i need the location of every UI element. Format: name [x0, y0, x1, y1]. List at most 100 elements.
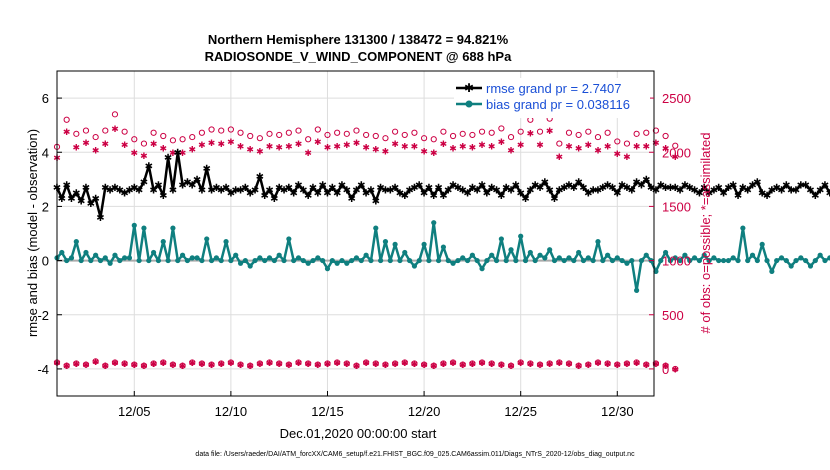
bias-point [73, 239, 79, 245]
bias-point [793, 257, 799, 264]
bias-point [469, 252, 475, 258]
rmse-point: ✱ [352, 186, 360, 197]
obs-bottom-possible-marker [63, 362, 70, 369]
bias-point [759, 241, 765, 247]
obs-bottom-assimilated-marker: ✱ [73, 359, 81, 369]
legend-box [454, 78, 650, 118]
rmse-point: ✱ [58, 194, 66, 205]
obs-bottom-possible-marker [643, 361, 650, 368]
y-left-axis-ticks: -4 -2 0 2 4 6 [37, 91, 62, 377]
obs-bottom-assimilated-marker: ✱ [131, 360, 139, 370]
bias-point [165, 257, 171, 264]
obs-possible-marker [353, 127, 360, 134]
rmse-point: ✱ [613, 188, 621, 199]
obs-possible-marker [469, 131, 476, 139]
bias-point [247, 263, 253, 269]
y-left-tick-label: 6 [42, 91, 49, 106]
bias-point [783, 257, 789, 264]
obs-bottom-possible-marker [614, 361, 621, 368]
rmse-point: ✱ [541, 178, 549, 189]
rmse-point: ✱ [459, 186, 467, 197]
rmse-point: ✱ [811, 191, 819, 202]
rmse-point: ✱ [343, 186, 351, 197]
bias-point [59, 249, 65, 256]
obs-bottom-assimilated-marker: ✱ [382, 360, 390, 370]
obs-assimilated-marker: ✱ [111, 124, 119, 134]
bias-point [170, 225, 176, 231]
obs-bottom-possible-marker [372, 360, 379, 367]
obs-bottom-possible-marker [276, 360, 283, 367]
bias-point [184, 257, 191, 264]
bias-point [122, 255, 128, 261]
bias-point [817, 252, 823, 258]
bias-point [518, 233, 524, 239]
rmse-point: ✱ [188, 180, 196, 191]
obs-bottom-assimilated-marker: ✱ [266, 358, 274, 368]
rmse-point: ✱ [111, 183, 119, 194]
rmse-point: ✱ [338, 180, 346, 191]
obs-assimilated-marker: ✱ [556, 152, 564, 162]
obs-possible-marker [189, 133, 196, 141]
bias-point [634, 287, 640, 293]
rmse-point: ✱ [676, 186, 684, 197]
bias-point [711, 255, 717, 261]
obs-bottom-assimilated-marker: ✱ [642, 360, 650, 370]
obs-assimilated-marker: ✱ [304, 148, 312, 158]
obs-assimilated-marker: ✱ [246, 145, 254, 155]
y-right-tick-label: 1500 [662, 199, 691, 214]
obs-bottom-assimilated-marker: ✱ [498, 360, 506, 370]
rmse-point: ✱ [246, 188, 254, 199]
obs-assimilated-marker: ✱ [343, 140, 351, 150]
rmse-point: ✱ [256, 172, 264, 183]
rmse-point: ✱ [579, 183, 587, 194]
bias-point [662, 249, 669, 256]
rmse-point: ✱ [183, 178, 191, 189]
bias-point [464, 257, 471, 264]
y-left-tick-label: 4 [42, 145, 49, 160]
rmse-point: ✱ [227, 188, 235, 199]
bias-point [199, 257, 205, 264]
bias-point [653, 268, 659, 275]
obs-assimilated-marker: ✱ [527, 128, 535, 138]
bias-point [281, 257, 287, 264]
bias-point [812, 257, 818, 264]
obs-bottom-assimilated-marker: ✱ [208, 360, 216, 370]
rmse-point: ✱ [294, 180, 302, 191]
rmse-point: ✱ [251, 186, 259, 197]
y-right-axis-ticks: 0 500 1000 1500 2000 2500 [649, 91, 691, 377]
obs-assimilated-marker: ✱ [469, 142, 477, 152]
rmse-point: ✱ [488, 183, 496, 194]
rmse-point: ✱ [299, 186, 307, 197]
bias-point [291, 257, 297, 264]
bias-point [310, 257, 316, 264]
bias-point [305, 260, 311, 266]
obs-bottom-possible-marker [488, 360, 495, 367]
obs-bottom-assimilated-marker: ✱ [488, 359, 496, 369]
y-left-tick-label: -4 [37, 362, 49, 377]
bias-point [131, 222, 137, 228]
rmse-point: ✱ [164, 153, 172, 164]
bias-point [175, 257, 181, 264]
bias-point [754, 257, 760, 264]
obs-assimilated-marker: ✱ [478, 140, 486, 150]
rmse-point: ✱ [589, 186, 597, 197]
rmse-point: ✱ [198, 186, 206, 197]
obs-possible-marker [459, 130, 466, 137]
obs-assimilated-marker: ✱ [671, 152, 679, 162]
bias-point [774, 257, 780, 264]
rmse-point: ✱ [797, 180, 805, 191]
obs-bottom-possible-marker [353, 362, 360, 369]
obs-bottom-possible-marker [498, 361, 505, 368]
obs-assimilated-marker: ✱ [604, 141, 612, 151]
obs-bottom-possible-marker [411, 360, 418, 367]
bias-point [474, 257, 480, 264]
obs-assimilated-marker: ✱ [73, 142, 81, 152]
obs-assimilated-marker: ✱ [208, 138, 216, 148]
bias-point [551, 257, 558, 264]
bias-point [706, 257, 712, 264]
obs-possible-marker [324, 131, 331, 139]
rmse-point: ✱ [439, 191, 447, 202]
bias-point [667, 257, 674, 264]
obs-assimilated-marker: ✱ [382, 147, 390, 157]
bias-point [426, 257, 432, 264]
